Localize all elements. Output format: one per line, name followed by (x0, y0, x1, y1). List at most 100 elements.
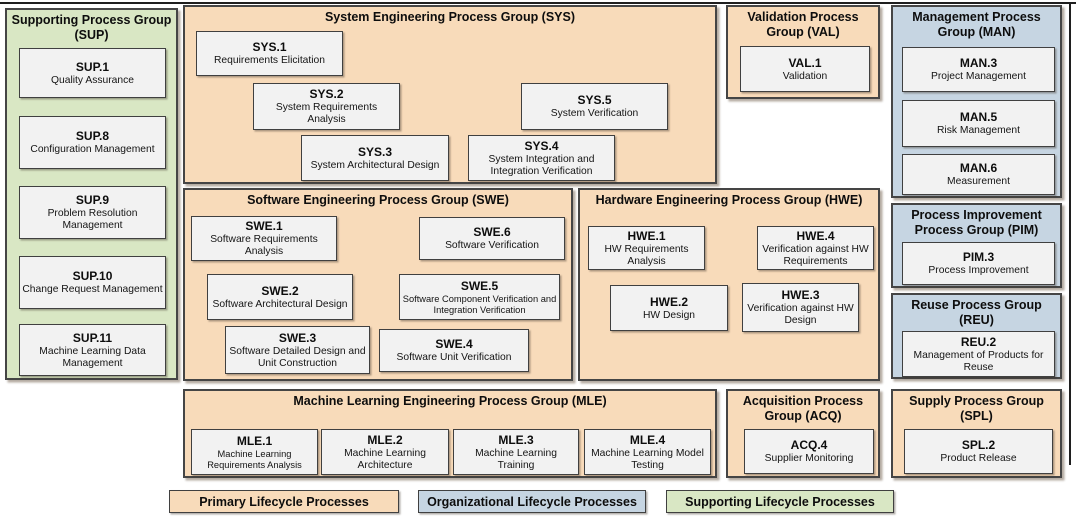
process-name: Software Unit Verification (396, 352, 512, 364)
group-reu: Reuse Process Group (REU) REU.2 Manageme… (891, 293, 1062, 379)
process-name: Change Request Management (22, 284, 163, 296)
process-name: HW Design (642, 309, 696, 321)
process-spl-2: SPL.2 Product Release (904, 429, 1053, 474)
process-sup-10: SUP.10 Change Request Management (19, 256, 166, 309)
process-name: Machine Learning Training (475, 447, 557, 471)
process-man-5: MAN.5 Risk Management (902, 100, 1055, 147)
process-id: SPL.2 (961, 438, 996, 453)
process-id: SWE.2 (261, 283, 299, 298)
process-name: Machine Learning Model Testing (591, 447, 704, 471)
process-id: SWE.3 (278, 330, 317, 345)
process-id: SUP.10 (72, 269, 113, 284)
process-id: MLE.4 (629, 432, 666, 447)
process-name: Supplier Monitoring (764, 453, 854, 465)
process-name: Software Component Verification and Inte… (402, 294, 557, 315)
frame-right-rule (1069, 2, 1071, 465)
process-name: System Requirements Analysis (275, 102, 378, 125)
process-sup-1: SUP.1 Quality Assurance (19, 48, 166, 98)
process-name: Software Architectural Design (212, 298, 348, 310)
process-name: Problem Resolution Management (47, 208, 138, 231)
group-sup: Supporting Process Group (SUP) SUP.1 Qua… (5, 8, 178, 380)
process-name: System Architectural Design (310, 159, 440, 171)
group-title-spl: Supply Process Group (SPL) (909, 394, 1044, 424)
process-swe-5: SWE.5 Software Component Verification an… (399, 274, 560, 320)
group-hwe: Hardware Engineering Process Group (HWE)… (578, 188, 880, 381)
process-name: System Verification (550, 108, 639, 120)
process-name: Requirements Elicitation (213, 55, 326, 67)
process-id: SWE.1 (245, 219, 283, 234)
process-name: Machine Learning Architecture (344, 447, 426, 471)
process-id: SUP.11 (72, 330, 113, 345)
process-sup-8: SUP.8 Configuration Management (19, 116, 166, 169)
process-hwe-1: HWE.1 HW Requirements Analysis (588, 226, 705, 270)
group-title-val: Validation Process Group (VAL) (747, 10, 859, 40)
legend-item-primary: Primary Lifecycle Processes (169, 490, 399, 513)
process-name: Process Improvement (928, 265, 1029, 277)
process-name: Software Requirements Analysis (210, 234, 318, 257)
process-name: Machine Learning Requirements Analysis (207, 449, 302, 470)
process-id: HWE.2 (649, 294, 688, 309)
group-title-sup: Supporting Process Group (SUP) (11, 13, 172, 43)
process-sup-11: SUP.11 Machine Learning Data Management (19, 324, 166, 376)
process-swe-3: SWE.3 Software Detailed Design and Unit … (225, 326, 370, 374)
group-title-acq: Acquisition Process Group (ACQ) (742, 394, 864, 424)
process-id: SYS.3 (357, 144, 393, 159)
process-id: HWE.3 (781, 288, 820, 303)
process-mle-3: MLE.3 Machine Learning Training (453, 429, 579, 475)
group-title-sys: System Engineering Process Group (SYS) (324, 10, 576, 24)
process-sys-3: SYS.3 System Architectural Design (301, 135, 449, 181)
group-title-pim: Process Improvement Process Group (PIM) (911, 208, 1042, 238)
process-mle-2: MLE.2 Machine Learning Architecture (321, 429, 449, 475)
process-name: Quality Assurance (51, 74, 134, 86)
process-id: SWE.5 (460, 279, 499, 293)
process-man-6: MAN.6 Measurement (902, 154, 1055, 195)
group-title-mle: Machine Learning Engineering Process Gro… (293, 394, 607, 408)
process-hwe-4: HWE.4 Verification against HW Requiremen… (757, 226, 874, 270)
process-name: Product Release (940, 453, 1017, 465)
process-name: Verification against HW Requirements (762, 243, 869, 267)
group-mle: Machine Learning Engineering Process Gro… (183, 389, 717, 478)
group-val: Validation Process Group (VAL) VAL.1 Val… (726, 5, 880, 99)
group-man: Management Process Group (MAN) MAN.3 Pro… (891, 5, 1062, 198)
group-title-swe: Software Engineering Process Group (SWE) (247, 193, 509, 207)
process-id: REU.2 (960, 334, 997, 349)
process-name: Software Detailed Design and Unit Constr… (229, 345, 366, 369)
process-val-1: VAL.1 Validation (740, 46, 870, 92)
process-id: VAL.1 (788, 55, 822, 70)
process-hwe-3: HWE.3 Verification against HW Design (742, 283, 859, 332)
process-id: MAN.3 (959, 56, 998, 71)
process-id: PIM.3 (962, 250, 995, 265)
process-name: Risk Management (937, 125, 1020, 137)
group-title-man: Management Process Group (MAN) (912, 10, 1041, 40)
process-name: Measurement (947, 176, 1010, 188)
process-name: Software Verification (445, 240, 539, 252)
process-name: Project Management (930, 71, 1026, 83)
process-id: MLE.1 (236, 434, 273, 448)
process-name: HW Requirements Analysis (604, 243, 689, 267)
group-pim: Process Improvement Process Group (PIM) … (891, 203, 1062, 288)
group-sys: System Engineering Process Group (SYS) S… (183, 5, 717, 184)
process-name: Validation (782, 70, 828, 82)
group-title-reu: Reuse Process Group (REU) (911, 298, 1042, 328)
process-sys-5: SYS.5 System Verification (521, 83, 668, 130)
process-mle-4: MLE.4 Machine Learning Model Testing (584, 429, 711, 475)
process-acq-4: ACQ.4 Supplier Monitoring (744, 429, 874, 474)
process-id: MAN.5 (959, 110, 998, 125)
process-id: SUP.8 (75, 129, 110, 144)
process-name: Configuration Management (30, 144, 155, 156)
group-acq: Acquisition Process Group (ACQ) ACQ.4 Su… (726, 389, 880, 478)
process-name: Management of Products for Reuse (913, 349, 1044, 373)
process-id: MLE.3 (498, 432, 534, 447)
process-sys-2: SYS.2 System Requirements Analysis (253, 83, 400, 130)
process-reu-2: REU.2 Management of Products for Reuse (902, 331, 1055, 377)
frame-top-rule (0, 2, 1076, 4)
process-id: SWE.6 (473, 225, 511, 240)
process-name: System Integration and Integration Verif… (488, 153, 595, 177)
group-swe: Software Engineering Process Group (SWE)… (183, 188, 573, 381)
process-id: SWE.4 (435, 337, 473, 352)
process-name: Verification against HW Design (747, 303, 854, 326)
process-id: MAN.6 (959, 161, 998, 176)
process-id: SYS.2 (309, 87, 344, 102)
process-swe-1: SWE.1 Software Requirements Analysis (191, 216, 337, 261)
process-sys-4: SYS.4 System Integration and Integration… (468, 135, 615, 181)
